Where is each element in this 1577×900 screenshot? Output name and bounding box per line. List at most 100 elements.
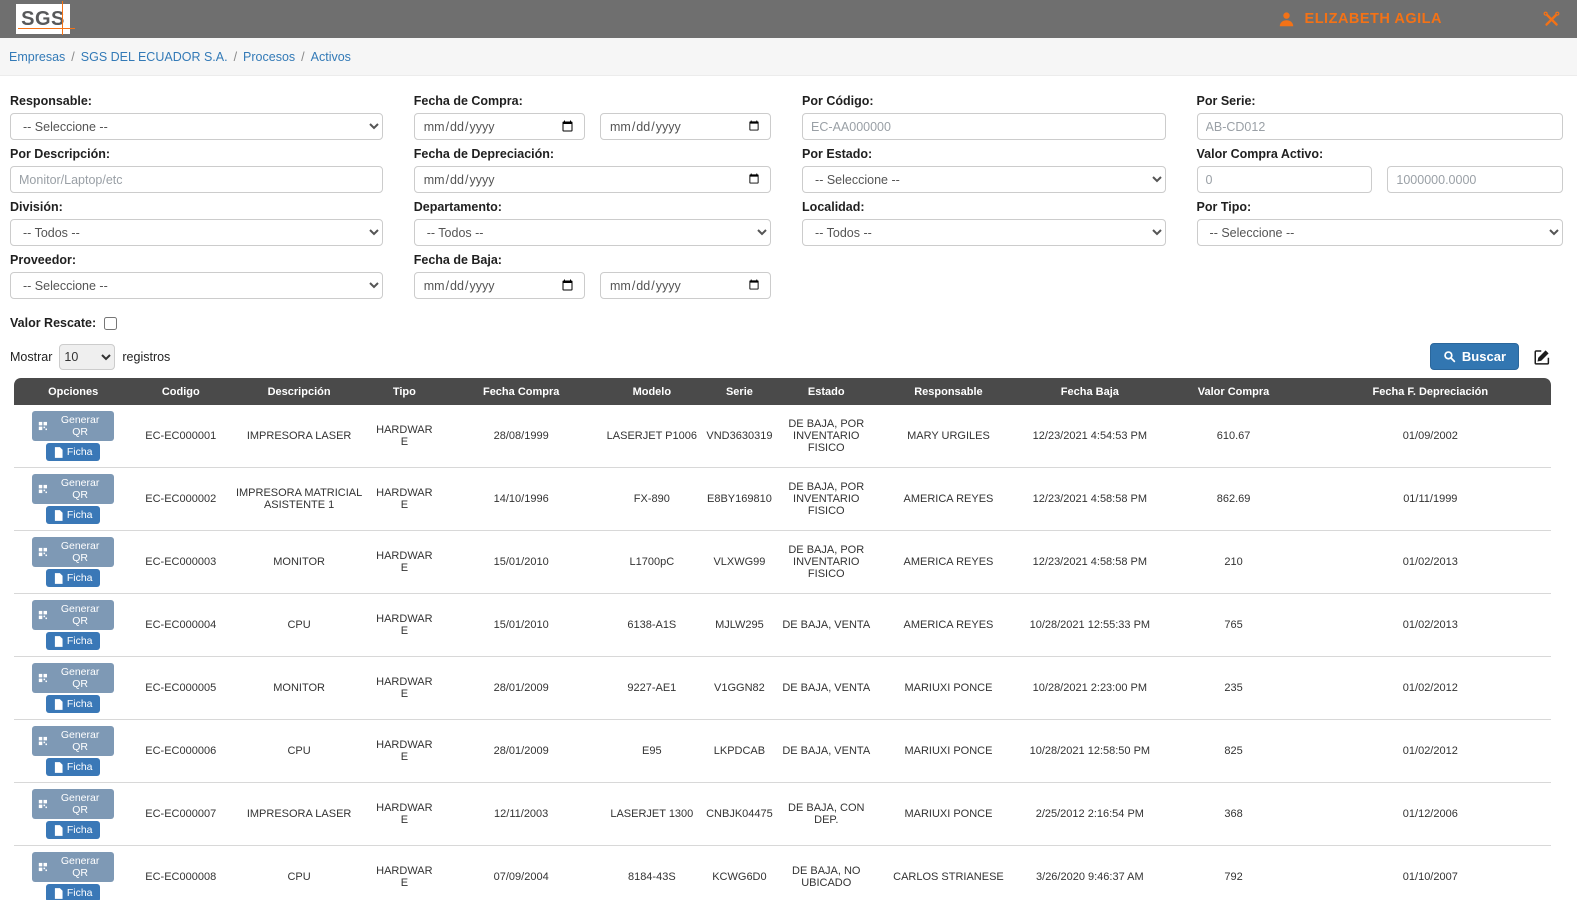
cell-fecha-compra: 07/09/2004 — [440, 846, 603, 900]
ficha-button[interactable]: Ficha — [46, 884, 100, 900]
ficha-button[interactable]: Ficha — [46, 695, 100, 713]
fecha-baja-desde-input[interactable] — [414, 272, 585, 299]
por-estado-select[interactable]: -- Seleccione -- — [802, 166, 1166, 193]
file-icon — [54, 762, 63, 773]
fecha-depreciacion-input[interactable] — [414, 166, 772, 193]
ficha-label: Ficha — [67, 698, 93, 710]
breadcrumb-procesos[interactable]: Procesos — [243, 50, 295, 64]
search-icon — [1443, 350, 1456, 363]
cell-fecha-compra: 15/01/2010 — [440, 531, 603, 594]
table-row: Generar QR Ficha EC-EC000007 IMPRESORA L… — [14, 783, 1551, 846]
qr-icon — [38, 862, 48, 872]
ficha-label: Ficha — [67, 509, 93, 521]
localidad-select[interactable]: -- Todos -- — [802, 219, 1166, 246]
cell-tipo: HARDWARE — [369, 657, 440, 720]
generar-qr-button[interactable]: Generar QR — [32, 852, 114, 882]
fecha-compra-desde-input[interactable] — [414, 113, 585, 140]
cell-estado: DE BAJA, NO UBICADO — [778, 846, 875, 900]
field-fecha-compra: Fecha de Compra: — [414, 94, 772, 140]
breadcrumb-separator: / — [71, 50, 74, 64]
user-name[interactable]: ELIZABETH AGILA — [1305, 11, 1442, 27]
ficha-button[interactable]: Ficha — [46, 569, 100, 587]
page-size-select[interactable]: 10 — [59, 344, 115, 370]
por-descripcion-input[interactable] — [10, 166, 383, 193]
ficha-button[interactable]: Ficha — [46, 758, 100, 776]
por-serie-input[interactable] — [1197, 113, 1564, 140]
field-proveedor: Proveedor: -- Seleccione -- — [10, 253, 383, 299]
generar-qr-label: Generar QR — [52, 855, 108, 879]
col-responsable: Responsable — [875, 378, 1023, 405]
responsable-select[interactable]: -- Seleccione -- — [10, 113, 383, 140]
field-fecha-depreciacion: Fecha de Depreciación: — [414, 147, 772, 193]
cell-modelo: 6138-A1S — [603, 594, 701, 657]
file-icon — [54, 636, 63, 647]
cell-estado: DE BAJA, VENTA — [778, 594, 875, 657]
generar-qr-label: Generar QR — [52, 603, 108, 627]
breadcrumb-activos[interactable]: Activos — [311, 50, 351, 64]
cell-responsable: MARIUXI PONCE — [875, 783, 1023, 846]
generar-qr-button[interactable]: Generar QR — [32, 600, 114, 630]
valor-rescate-checkbox[interactable] — [104, 317, 117, 330]
buscar-button[interactable]: Buscar — [1430, 343, 1519, 370]
division-select[interactable]: -- Todos -- — [10, 219, 383, 246]
cell-tipo: HARDWARE — [369, 783, 440, 846]
cell-serie: VND3630319 — [701, 405, 778, 468]
fecha-baja-label: Fecha de Baja: — [414, 253, 772, 267]
file-icon — [54, 573, 63, 584]
cell-fecha-compra: 28/01/2009 — [440, 720, 603, 783]
col-fecha-baja: Fecha Baja — [1022, 378, 1157, 405]
cell-codigo: EC-EC000007 — [132, 783, 229, 846]
generar-qr-label: Generar QR — [52, 729, 108, 753]
field-por-tipo: Por Tipo: -- Seleccione -- — [1197, 200, 1564, 246]
ficha-button[interactable]: Ficha — [46, 506, 100, 524]
generar-qr-label: Generar QR — [52, 414, 108, 438]
fecha-compra-hasta-input[interactable] — [600, 113, 771, 140]
cell-fecha-baja: 10/28/2021 12:58:50 PM — [1022, 720, 1157, 783]
por-codigo-label: Por Código: — [802, 94, 1166, 108]
generar-qr-button[interactable]: Generar QR — [32, 411, 114, 441]
valor-compra-max-input[interactable] — [1387, 166, 1563, 193]
generar-qr-button[interactable]: Generar QR — [32, 789, 114, 819]
ficha-button[interactable]: Ficha — [46, 632, 100, 650]
ficha-label: Ficha — [67, 761, 93, 773]
cell-responsable: MARIUXI PONCE — [875, 720, 1023, 783]
generar-qr-button[interactable]: Generar QR — [32, 537, 114, 567]
fecha-baja-hasta-input[interactable] — [600, 272, 771, 299]
breadcrumb-empresa-sgs[interactable]: SGS DEL ECUADOR S.A. — [81, 50, 228, 64]
ficha-button[interactable]: Ficha — [46, 821, 100, 839]
valor-compra-min-input[interactable] — [1197, 166, 1373, 193]
asset-table-wrap: Opciones Codigo Descripción Tipo Fecha C… — [0, 378, 1577, 900]
cell-responsable: AMERICA REYES — [875, 468, 1023, 531]
cell-estado: DE BAJA, POR INVENTARIO FISICO — [778, 405, 875, 468]
generar-qr-button[interactable]: Generar QR — [32, 663, 114, 693]
por-codigo-input[interactable] — [802, 113, 1166, 140]
cell-valor-compra: 792 — [1157, 846, 1309, 900]
cell-codigo: EC-EC000008 — [132, 846, 229, 900]
proveedor-select[interactable]: -- Seleccione -- — [10, 272, 383, 299]
cell-serie: MJLW295 — [701, 594, 778, 657]
cell-responsable: AMERICA REYES — [875, 531, 1023, 594]
table-controls: Mostrar 10 registros Buscar — [0, 330, 1577, 378]
generar-qr-button[interactable]: Generar QR — [32, 474, 114, 504]
field-division: División: -- Todos -- — [10, 200, 383, 246]
opciones-cell: Generar QR Ficha — [14, 657, 132, 720]
user-area: ELIZABETH AGILA — [1278, 10, 1561, 29]
departamento-select[interactable]: -- Todos -- — [414, 219, 772, 246]
por-tipo-select[interactable]: -- Seleccione -- — [1197, 219, 1564, 246]
cell-fecha-baja: 10/28/2021 12:55:33 PM — [1022, 594, 1157, 657]
cell-serie: CNBJK04475 — [701, 783, 778, 846]
breadcrumb-empresas[interactable]: Empresas — [9, 50, 65, 64]
opciones-cell: Generar QR Ficha — [14, 783, 132, 846]
edit-columns-button[interactable] — [1533, 348, 1551, 366]
cell-fecha-f-depreciacion: 01/02/2012 — [1310, 720, 1551, 783]
opciones-cell: Generar QR Ficha — [14, 720, 132, 783]
valor-rescate-label: Valor Rescate: — [10, 316, 96, 330]
breadcrumb: Empresas / SGS DEL ECUADOR S.A. / Proces… — [0, 38, 1577, 76]
ficha-button[interactable]: Ficha — [46, 443, 100, 461]
qr-icon — [38, 610, 48, 620]
cell-modelo: 9227-AE1 — [603, 657, 701, 720]
file-icon — [54, 699, 63, 710]
tools-button[interactable] — [1542, 10, 1561, 29]
generar-qr-button[interactable]: Generar QR — [32, 726, 114, 756]
cell-valor-compra: 235 — [1157, 657, 1309, 720]
